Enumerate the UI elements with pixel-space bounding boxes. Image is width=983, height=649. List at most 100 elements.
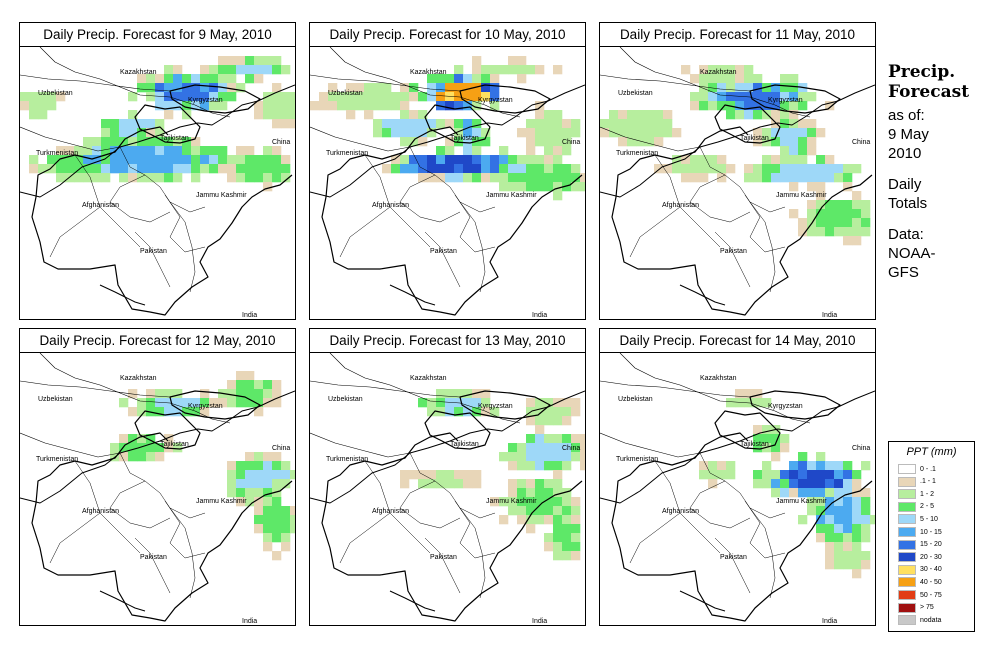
precip-cell	[155, 119, 165, 129]
legend-item: nodata	[898, 615, 941, 626]
precip-cell	[227, 173, 237, 183]
precip-cell	[861, 506, 871, 516]
precip-cell	[418, 479, 428, 489]
precip-cell	[373, 92, 383, 102]
panel-title: Daily Precip. Forecast for 9 May, 2010	[19, 22, 296, 47]
precip-cell	[164, 110, 174, 120]
precip-cell	[110, 164, 120, 174]
precip-cell	[499, 146, 509, 156]
precip-cell	[409, 110, 419, 120]
precip-cell	[191, 146, 201, 156]
precip-cell	[544, 173, 554, 183]
precip-cell	[544, 155, 554, 165]
precip-cell	[762, 101, 772, 111]
precip-cell	[164, 434, 174, 444]
precip-cell	[263, 479, 273, 489]
precip-cell	[281, 506, 291, 516]
precip-cell	[535, 515, 545, 525]
precip-cell	[672, 164, 682, 174]
map-label-jammu-kashmir: Jammu Kashmir	[486, 192, 537, 199]
precip-cell	[409, 164, 419, 174]
precip-cell	[843, 497, 853, 507]
precip-cell	[562, 515, 572, 525]
precip-cell	[400, 137, 410, 147]
precip-cell	[636, 110, 646, 120]
precip-cell	[454, 173, 464, 183]
precip-cell	[816, 479, 826, 489]
borders	[600, 353, 875, 622]
precip-cell	[798, 461, 808, 471]
precip-cell	[272, 497, 282, 507]
province-border	[409, 452, 496, 519]
province-border	[119, 452, 206, 519]
precip-cell	[798, 155, 808, 165]
precip-cell	[762, 83, 772, 93]
precip-cell	[771, 155, 781, 165]
precip-cell	[843, 236, 853, 246]
precip-cell	[726, 92, 736, 102]
precip-cell	[708, 83, 718, 93]
precip-cell	[744, 101, 754, 111]
precip-cell	[789, 92, 799, 102]
precip-cell	[843, 218, 853, 228]
precip-cell	[717, 164, 727, 174]
precip-cell	[445, 119, 455, 129]
precip-cell	[236, 173, 246, 183]
map-label-kyrgyzstan: Kyrgyzstan	[188, 403, 223, 410]
data-line-1: Data:	[888, 226, 924, 243]
precip-cell	[227, 56, 237, 66]
map-canvas: Kazakhstan Uzbekistan Kyrgyzstan Tajikistan…	[600, 353, 875, 625]
precip-cell	[382, 164, 392, 174]
precip-cell	[245, 56, 255, 66]
precip-cell	[681, 173, 691, 183]
legend-label: .1 - 1	[920, 478, 936, 486]
precip-cell	[191, 137, 201, 147]
precip-cell	[436, 83, 446, 93]
map-label-afghanistan: Afghanistan	[662, 508, 699, 515]
precip-cell	[535, 506, 545, 516]
precip-cell	[436, 470, 446, 480]
precip-cell	[218, 398, 228, 408]
precip-cell	[272, 389, 282, 399]
precip-cell	[92, 155, 102, 165]
precip-cell	[236, 461, 246, 471]
legend-label: 30 - 40	[920, 566, 942, 574]
precip-cell	[508, 164, 518, 174]
precip-cell	[245, 398, 255, 408]
panel-title: Daily Precip. Forecast for 11 May, 2010	[599, 22, 876, 47]
precip-cell	[146, 452, 156, 462]
precip-cell	[209, 146, 219, 156]
precip-cell	[128, 119, 138, 129]
precip-cell	[852, 236, 862, 246]
precip-cell	[861, 488, 871, 498]
precip-cell	[780, 74, 790, 84]
precip-cell	[481, 128, 491, 138]
precip-cell	[807, 461, 817, 471]
province-border	[744, 500, 786, 559]
precip-cell	[553, 164, 563, 174]
precip-cell	[272, 146, 282, 156]
precip-cell	[825, 200, 835, 210]
province-border	[134, 231, 171, 288]
precip-cell	[861, 515, 871, 525]
precip-cell	[654, 137, 664, 147]
precip-cell	[535, 416, 545, 426]
precip-cell	[672, 128, 682, 138]
precip-cell	[236, 83, 246, 93]
precip-cell	[508, 443, 518, 453]
country-border	[600, 432, 701, 458]
precip-cell	[463, 128, 473, 138]
precip-cell	[843, 515, 853, 525]
as-of-date-2: 2010	[888, 145, 922, 162]
map-canvas: Kazakhstan Uzbekistan Kyrgyzstan Tajikistan…	[20, 47, 295, 319]
precip-cell	[681, 65, 691, 75]
precip-cell	[816, 488, 826, 498]
precip-cell	[744, 164, 754, 174]
precip-cell	[254, 470, 264, 480]
precip-cell	[236, 389, 246, 399]
precip-cell	[137, 74, 147, 84]
province-border	[749, 507, 776, 599]
precip-cell	[699, 65, 709, 75]
precip-cell	[200, 101, 210, 111]
precip-cell	[119, 434, 129, 444]
